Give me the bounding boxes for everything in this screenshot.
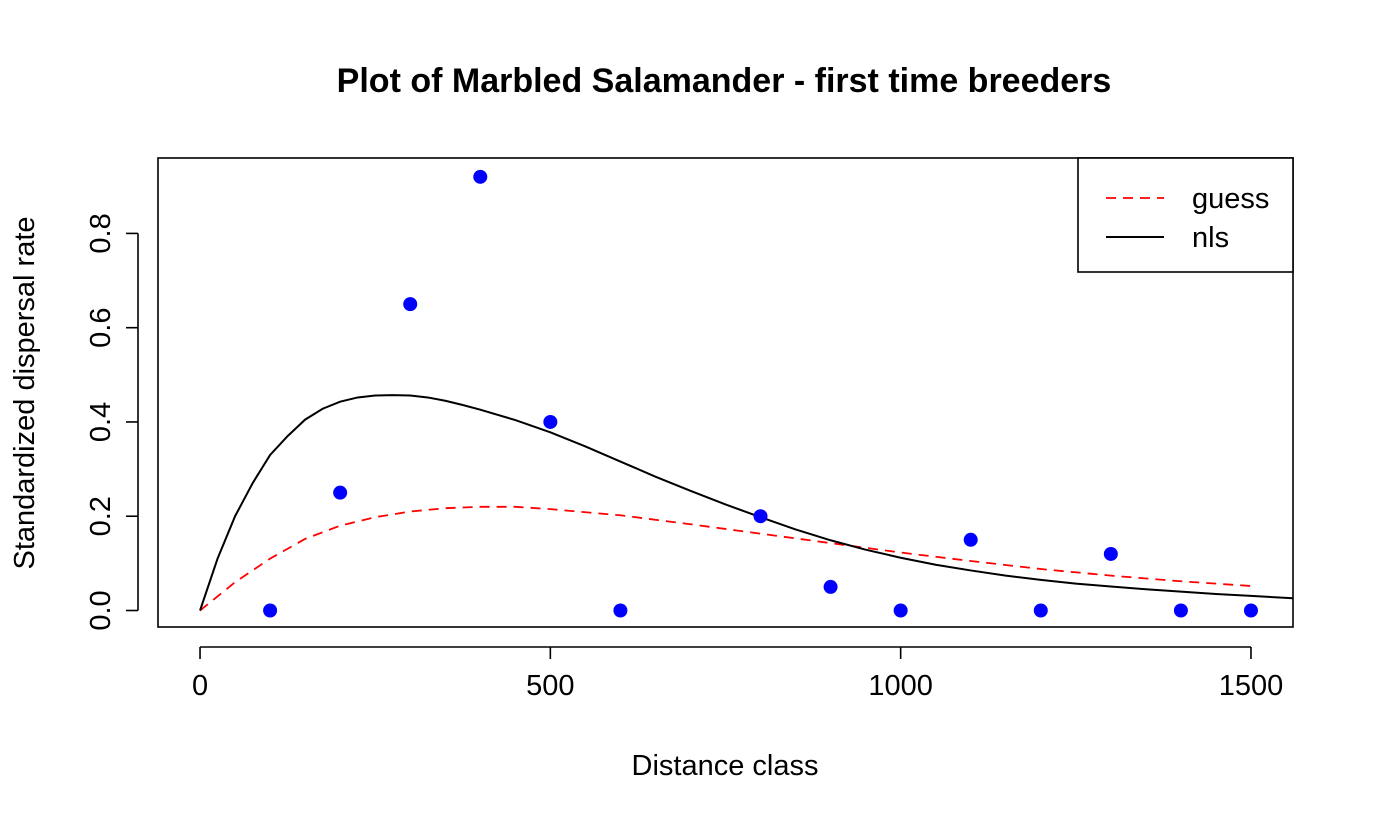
data-point	[823, 579, 838, 594]
legend-label-nls: nls	[1192, 222, 1229, 254]
plot-frame	[157, 157, 1294, 628]
chart-title: Plot of Marbled Salamander - first time …	[337, 62, 1112, 100]
data-point	[1033, 603, 1048, 618]
plot-points	[263, 169, 1258, 618]
data-point	[753, 509, 768, 524]
y-tick-label: 0.8	[85, 213, 117, 253]
data-point	[473, 169, 488, 184]
data-point	[333, 485, 348, 500]
series-line-nls	[199, 394, 1294, 611]
data-point	[1243, 603, 1258, 618]
y-tick-label: 0.0	[85, 590, 117, 630]
x-tick-label: 500	[526, 670, 574, 702]
data-point	[613, 603, 628, 618]
data-point	[893, 603, 908, 618]
data-point	[963, 532, 978, 547]
x-axis-label: Distance class	[632, 750, 819, 782]
data-point	[263, 603, 278, 618]
y-tick-label: 0.6	[85, 308, 117, 348]
legend: guess nls	[1077, 157, 1294, 273]
x-tick-label: 1000	[868, 670, 933, 702]
x-tick-label: 1500	[1219, 670, 1284, 702]
y-tick-label: 0.2	[85, 496, 117, 536]
data-point	[1103, 546, 1118, 561]
x-axis: 0 500 1000 1500	[192, 646, 1284, 702]
data-point	[1173, 603, 1188, 618]
legend-box	[1077, 157, 1294, 273]
plot-lines	[199, 394, 1294, 612]
x-tick-label: 0	[192, 670, 208, 702]
y-axis-label: Standardized dispersal rate	[9, 216, 41, 569]
y-tick-label: 0.4	[85, 402, 117, 442]
data-point	[403, 297, 418, 312]
series-line-guess	[199, 505, 1252, 612]
legend-label-guess: guess	[1192, 183, 1269, 215]
y-axis: 0.0 0.2 0.4 0.6 0.8	[85, 213, 139, 631]
data-point	[543, 414, 558, 429]
